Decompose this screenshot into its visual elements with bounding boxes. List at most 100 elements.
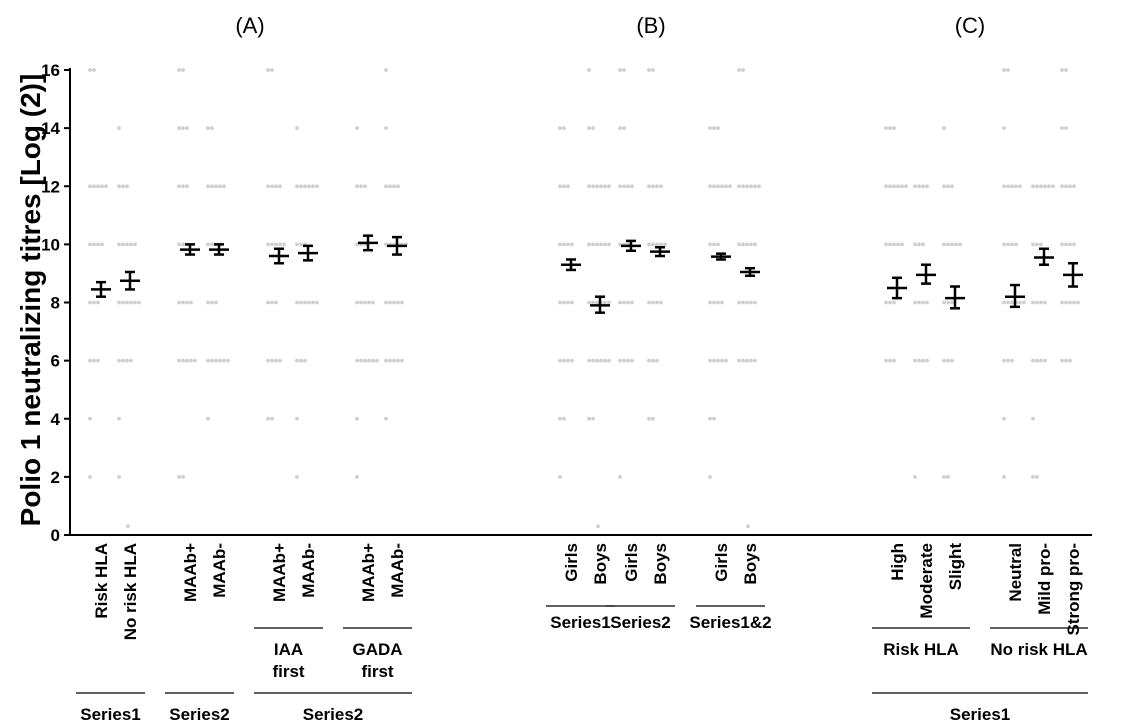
y-ticks: 0 2 4 6 8 10 12 14 16: [41, 61, 70, 545]
data-point: [206, 242, 210, 247]
data-point: [1068, 184, 1072, 189]
data-point: [647, 242, 651, 247]
data-point: [728, 184, 732, 189]
data-point: [1060, 300, 1064, 305]
axes: [69, 68, 1092, 536]
data-point: [1035, 242, 1039, 247]
data-point: [88, 184, 92, 189]
data-point: [921, 300, 925, 305]
category-label: Mild pro-: [1035, 543, 1054, 615]
group-label: Series1: [80, 705, 141, 724]
data-point: [274, 300, 278, 305]
data-point: [599, 242, 603, 247]
data-point: [181, 242, 185, 247]
data-point: [367, 300, 371, 305]
data-point: [884, 300, 888, 305]
error-bar: [387, 235, 407, 256]
data-point: [210, 358, 214, 363]
data-point: [630, 358, 634, 363]
y-tick-label: 12: [41, 177, 60, 196]
data-point: [88, 242, 92, 247]
data-point: [299, 358, 303, 363]
data-point: [1064, 126, 1068, 131]
data-point: [218, 358, 222, 363]
data-point: [562, 416, 566, 421]
data-point: [104, 184, 108, 189]
data-point: [1031, 358, 1035, 363]
data-point: [177, 474, 181, 479]
data-point: [954, 242, 958, 247]
data-point: [587, 68, 591, 72]
category-label: MAAb-: [388, 543, 407, 598]
data-point: [125, 184, 129, 189]
data-point: [917, 184, 921, 189]
data-point: [367, 358, 371, 363]
data-point: [888, 358, 892, 363]
panel-title-a: (A): [235, 13, 264, 38]
data-point: [137, 300, 141, 305]
data-point: [384, 358, 388, 363]
data-point: [363, 184, 367, 189]
error-bar: [120, 270, 140, 291]
data-point: [892, 358, 896, 363]
data-point: [355, 358, 359, 363]
data-point: [618, 126, 622, 131]
data-point: [618, 68, 622, 72]
data-point: [558, 126, 562, 131]
data-point: [708, 416, 712, 421]
data-point: [92, 242, 96, 247]
data-point: [1043, 184, 1047, 189]
data-point: [603, 184, 607, 189]
data-point: [125, 242, 129, 247]
data-point: [958, 242, 962, 247]
data-point: [618, 474, 622, 479]
data-point: [193, 358, 197, 363]
data-point: [737, 184, 741, 189]
group-label: Series1: [950, 705, 1011, 724]
data-point: [117, 126, 121, 131]
data-point: [1002, 184, 1006, 189]
data-point: [1076, 300, 1080, 305]
data-point: [185, 126, 189, 131]
data-point: [210, 242, 214, 247]
data-point: [607, 242, 611, 247]
data-point: [88, 358, 92, 363]
data-point: [626, 300, 630, 305]
data-point: [888, 126, 892, 131]
data-point: [942, 300, 946, 305]
data-point: [607, 358, 611, 363]
data-point: [1010, 358, 1014, 363]
data-point: [746, 524, 750, 529]
data-point: [1006, 300, 1010, 305]
data-point: [591, 300, 595, 305]
error-bar: [590, 295, 610, 314]
data-point: [591, 358, 595, 363]
data-point: [222, 358, 226, 363]
data-point: [88, 416, 92, 421]
data-point: [1002, 68, 1006, 72]
data-point: [720, 358, 724, 363]
error-bar: [887, 276, 907, 300]
data-point: [562, 358, 566, 363]
data-point: [946, 474, 950, 479]
data-point: [117, 242, 121, 247]
data-point: [753, 242, 757, 247]
data-point: [651, 184, 655, 189]
data-point: [630, 300, 634, 305]
data-point: [900, 242, 904, 247]
data-point: [749, 300, 753, 305]
error-bar: [91, 280, 111, 298]
data-point: [303, 184, 307, 189]
category-label: MAAb+: [359, 543, 378, 602]
data-point: [1031, 184, 1035, 189]
data-point: [558, 242, 562, 247]
data-point: [210, 184, 214, 189]
data-point: [647, 68, 651, 72]
data-point: [651, 416, 655, 421]
data-point: [270, 242, 274, 247]
data-point: [270, 68, 274, 72]
y-tick-label: 14: [41, 119, 60, 138]
data-point: [299, 184, 303, 189]
data-point: [121, 300, 125, 305]
data-point: [266, 184, 270, 189]
